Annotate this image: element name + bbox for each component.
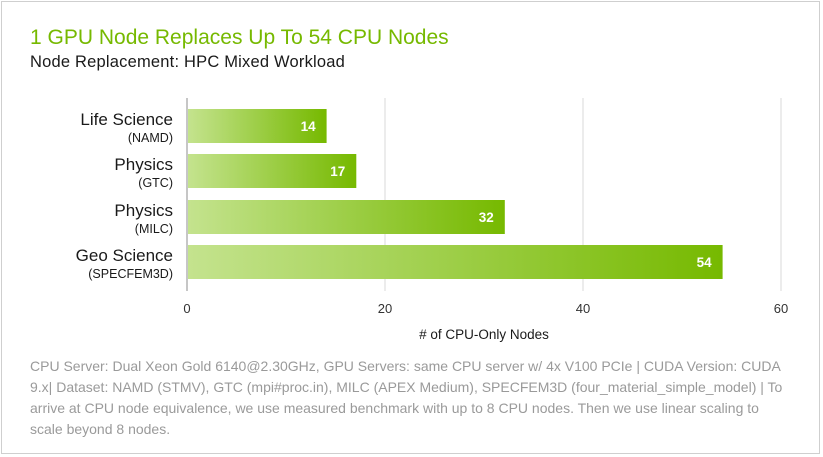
x-axis-title: # of CPU-Only Nodes [419,327,549,342]
footnote: CPU Server: Dual Xeon Gold 6140@2.30GHz,… [30,358,783,437]
category-detail-label: (MILC) [135,222,173,236]
x-tick-label: 60 [774,301,788,316]
x-tick-label: 40 [576,301,590,316]
category-detail-label: (GTC) [138,176,173,190]
category-detail-label: (NAMD) [128,131,173,145]
bar-value-label: 54 [697,255,713,270]
category-label: Geo Science [76,246,173,265]
bar [188,109,327,143]
chart-subtitle: Node Replacement: HPC Mixed Workload [30,53,346,71]
bar-value-label: 14 [301,119,317,134]
chart-title: 1 GPU Node Replaces Up To 54 CPU Nodes [30,26,449,49]
x-tick-label: 0 [183,301,190,316]
bar-value-label: 32 [479,210,494,225]
x-axis-ticks: 0 20 40 60 [183,301,788,316]
grid-lines [186,98,782,291]
x-tick-label: 20 [378,301,392,316]
bar [188,245,723,279]
bar [188,154,357,188]
bars: 14 17 32 54 [188,109,723,279]
category-labels: Life Science (NAMD) Physics (GTC) Physics (MI… [76,110,173,281]
bar [188,200,505,234]
category-label: Physics [114,155,173,174]
category-label: Physics [114,201,173,220]
category-detail-label: (SPECFEM3D) [88,267,173,281]
category-label: Life Science [80,110,173,129]
bar-value-label: 17 [330,164,345,179]
